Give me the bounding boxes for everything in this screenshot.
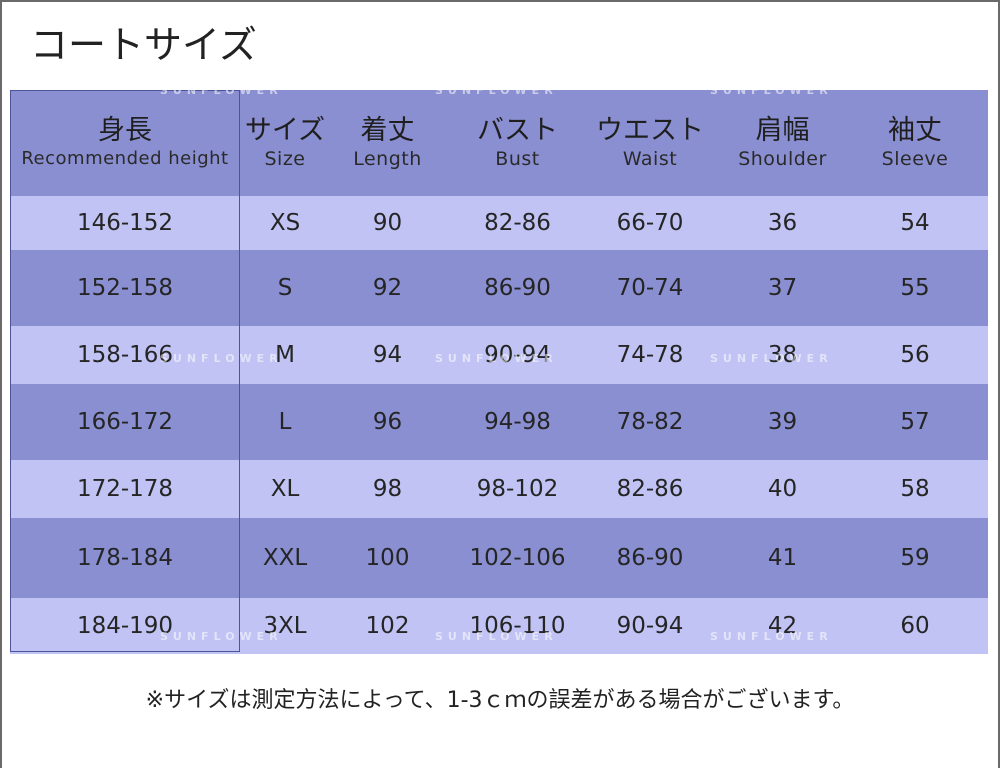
watermark: SUNFLOWER: [710, 84, 833, 97]
shoulder-cell: 40: [767, 476, 798, 502]
page-title: コートサイズ: [30, 23, 257, 67]
header-sleeve-en: Sleeve: [881, 148, 949, 170]
size-cell: S: [277, 275, 293, 301]
bust-cell: 90-94: [484, 342, 551, 368]
length-cell: 94: [372, 342, 403, 368]
table-row: 178-184 XXL 100 102-106 86-90 41 59: [10, 518, 988, 598]
waist-cell: 66-70: [616, 210, 684, 236]
sleeve-cell: 57: [900, 409, 930, 435]
sleeve-cell: 56: [900, 342, 930, 368]
table-row: 146-152 XS 90 82-86 66-70 36 54: [10, 196, 988, 250]
bust-cell: 86-90: [484, 275, 551, 301]
bust-cell: 102-106: [469, 545, 566, 571]
header-waist: ウエスト Waist: [590, 90, 710, 196]
waist-cell: 90-94: [616, 613, 684, 639]
length-cell: 92: [372, 275, 403, 301]
header-length-jp: 着丈: [360, 115, 415, 146]
watermark: SUNFLOWER: [160, 352, 283, 365]
watermark: SUNFLOWER: [160, 84, 283, 97]
size-cell: XS: [269, 210, 301, 236]
sleeve-cell: 59: [900, 545, 930, 571]
height-cell: 166-172: [76, 409, 174, 435]
table-row: 172-178 XL 98 98-102 82-86 40 58: [10, 460, 988, 518]
length-cell: 90: [372, 210, 403, 236]
header-height-en: Recommended height: [21, 148, 229, 169]
shoulder-cell: 41: [767, 545, 798, 571]
watermark: SUNFLOWER: [710, 630, 833, 643]
size-cell: XXL: [262, 545, 308, 571]
shoulder-cell: 38: [767, 342, 798, 368]
shoulder-cell: 39: [767, 409, 798, 435]
sleeve-cell: 55: [900, 275, 930, 301]
header-bust-jp: バスト: [477, 115, 558, 146]
watermark: SUNFLOWER: [710, 352, 833, 365]
bust-cell: 82-86: [484, 210, 551, 236]
frame-right-border: [998, 0, 1000, 768]
sleeve-cell: 58: [900, 476, 930, 502]
shoulder-cell: 37: [767, 275, 798, 301]
header-waist-en: Waist: [622, 148, 678, 170]
height-cell: 178-184: [76, 545, 174, 571]
waist-cell: 86-90: [616, 545, 684, 571]
bust-cell: 98-102: [476, 476, 559, 502]
length-cell: 96: [372, 409, 403, 435]
header-shoulder-en: Shoulder: [738, 148, 827, 170]
size-table: 身長 Recommended height サイズ Size 着丈 Length…: [10, 84, 988, 654]
table-row: 184-190 3XL 102 106-110 90-94 42 60: [10, 598, 988, 654]
waist-cell: 82-86: [616, 476, 684, 502]
waist-cell: 74-78: [616, 342, 684, 368]
shoulder-cell: 36: [767, 210, 798, 236]
table-header-row: 身長 Recommended height サイズ Size 着丈 Length…: [10, 90, 988, 196]
header-sleeve-jp: 袖丈: [888, 115, 942, 146]
measurement-note: ※サイズは測定方法によって、1-3ｃｍの誤差がある場合がございます。: [145, 688, 855, 713]
length-cell: 100: [365, 545, 410, 571]
watermark: SUNFLOWER: [435, 630, 558, 643]
height-cell: 152-158: [76, 275, 174, 301]
header-shoulder: 肩幅 Shoulder: [710, 90, 855, 196]
length-cell: 98: [372, 476, 403, 502]
size-cell: L: [278, 409, 292, 435]
waist-cell: 78-82: [616, 409, 684, 435]
header-shoulder-jp: 肩幅: [755, 115, 810, 146]
height-cell: 184-190: [76, 613, 174, 639]
header-sleeve: 袖丈 Sleeve: [855, 90, 975, 196]
header-size-en: Size: [264, 148, 306, 170]
height-cell: 158-166: [76, 342, 174, 368]
size-cell: XL: [270, 476, 300, 502]
header-length: 着丈 Length: [330, 90, 445, 196]
sleeve-cell: 60: [900, 613, 930, 639]
header-length-en: Length: [353, 148, 422, 170]
watermark: SUNFLOWER: [435, 352, 558, 365]
table-row: 158-166 M 94 90-94 74-78 38 56: [10, 326, 988, 384]
size-cell: 3XL: [263, 613, 307, 639]
table-row: 152-158 S 92 86-90 70-74 37 55: [10, 250, 988, 326]
shoulder-cell: 42: [767, 613, 798, 639]
bust-cell: 94-98: [484, 409, 551, 435]
header-bust: バスト Bust: [445, 90, 590, 196]
header-waist-jp: ウエスト: [596, 115, 704, 146]
frame-left-border: [0, 0, 2, 768]
size-cell: M: [275, 342, 295, 368]
header-height: 身長 Recommended height: [10, 90, 240, 196]
header-bust-en: Bust: [495, 148, 540, 170]
height-cell: 172-178: [76, 476, 174, 502]
watermark: SUNFLOWER: [435, 84, 558, 97]
length-cell: 102: [365, 613, 410, 639]
header-size-jp: サイズ: [244, 115, 326, 146]
table-row: 166-172 L 96 94-98 78-82 39 57: [10, 384, 988, 460]
header-size: サイズ Size: [240, 90, 330, 196]
height-cell: 146-152: [76, 210, 174, 236]
waist-cell: 70-74: [616, 275, 684, 301]
watermark: SUNFLOWER: [160, 630, 283, 643]
header-height-jp: 身長: [98, 115, 152, 146]
bust-cell: 106-110: [469, 613, 566, 639]
sleeve-cell: 54: [900, 210, 930, 236]
frame-top-border: [0, 0, 1000, 2]
